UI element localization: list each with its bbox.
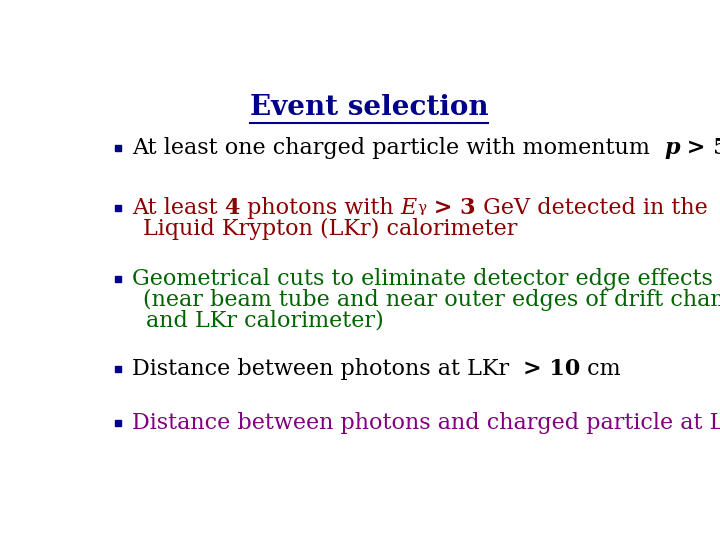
Text: > 3: > 3 [426,197,476,219]
Text: 4: 4 [225,197,240,219]
Text: At least one charged particle with momentum: At least one charged particle with momen… [132,137,664,159]
Text: Geometrical cuts to eliminate detector edge effects: Geometrical cuts to eliminate detector e… [132,268,713,290]
Text: GeV detected in the: GeV detected in the [476,197,707,219]
Text: cm: cm [580,358,621,380]
Text: E: E [401,197,417,219]
Text: > 10: > 10 [523,358,580,380]
Text: (near beam tube and near outer edges of drift chambers: (near beam tube and near outer edges of … [143,289,720,311]
Text: Distance between photons at LKr: Distance between photons at LKr [132,358,523,380]
Text: Event selection: Event selection [250,94,488,121]
Text: Distance between photons and charged particle at LKr: Distance between photons and charged par… [132,412,720,434]
Text: photons with: photons with [240,197,401,219]
Text: At least: At least [132,197,225,219]
Text: and LKr calorimeter): and LKr calorimeter) [145,309,384,332]
Text: Liquid Krypton (LKr) calorimeter: Liquid Krypton (LKr) calorimeter [143,218,518,240]
Text: > 5: > 5 [680,137,720,159]
Text: γ: γ [417,201,426,215]
Text: p: p [664,137,680,159]
